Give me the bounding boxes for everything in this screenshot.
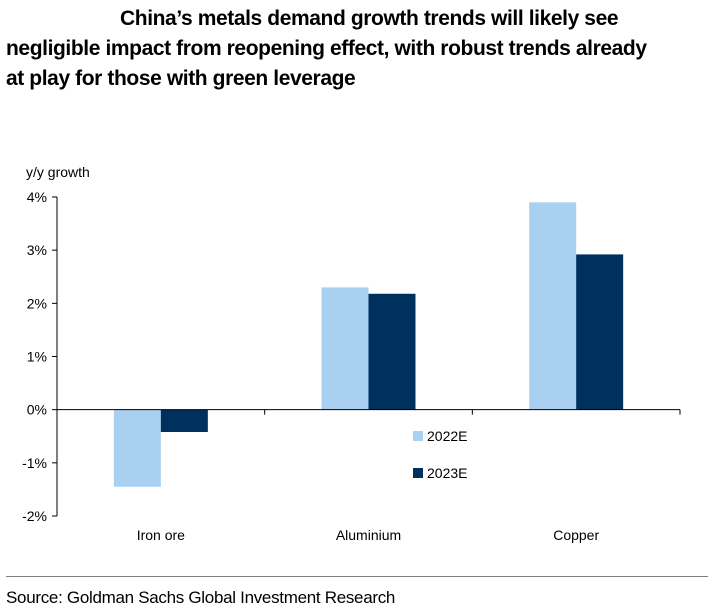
source-note: Source: Goldman Sachs Global Investment … <box>6 588 396 607</box>
bar-iron-ore-2022e <box>113 409 161 487</box>
y-tick-label: 3% <box>27 242 47 258</box>
title-line-3: at play for those with green leverage <box>6 67 356 90</box>
x-tick-label: Iron ore <box>137 527 185 543</box>
y-tick-label: 1% <box>27 349 47 365</box>
x-tick-label: Copper <box>553 527 599 543</box>
legend-swatch-2022e <box>413 431 423 441</box>
title-line-1: China’s metals demand growth trends will… <box>120 7 619 30</box>
legend-label: 2022E <box>427 428 467 444</box>
title-line-2: negligible impact from reopening effect,… <box>6 37 647 60</box>
bar-iron-ore-2023e <box>160 409 208 432</box>
y-tick-label: 2% <box>27 295 47 311</box>
bar-aluminium-2022e <box>321 287 369 410</box>
legend-swatch-2023e <box>413 468 423 478</box>
chart-title: China’s metals demand growth trends will… <box>6 4 706 94</box>
bar-copper-2022e <box>529 202 577 410</box>
y-tick-label: -2% <box>22 508 47 524</box>
footer-divider <box>6 576 708 577</box>
y-tick-label: -1% <box>22 455 47 471</box>
x-tick-label: Aluminium <box>336 527 401 543</box>
bar-aluminium-2023e <box>368 293 416 410</box>
y-tick-label: 0% <box>27 402 47 418</box>
y-axis-label: y/y growth <box>26 164 90 180</box>
bar-copper-2023e <box>576 254 624 410</box>
legend-label: 2023E <box>427 465 467 481</box>
y-tick-label: 4% <box>27 189 47 205</box>
